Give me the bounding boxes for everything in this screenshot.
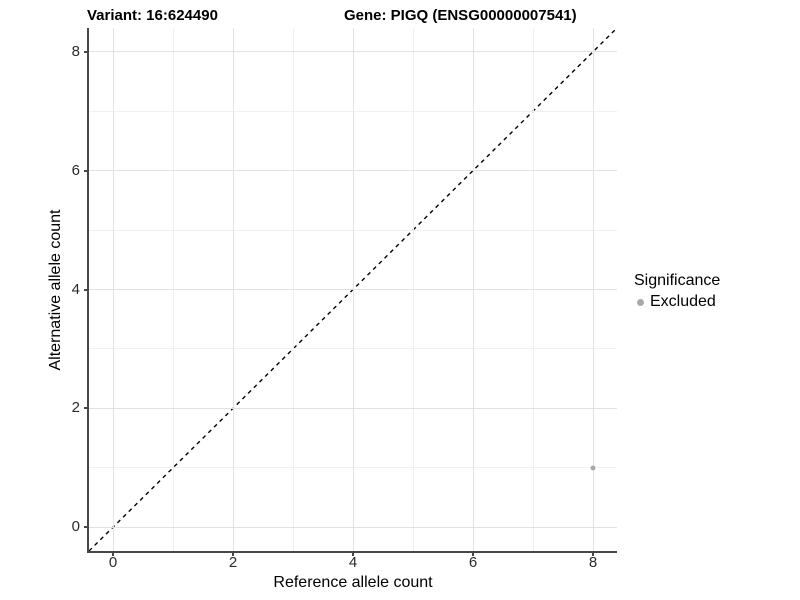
y-tick-mark — [84, 407, 87, 410]
y-major-gridline — [89, 289, 617, 290]
x-tick-mark — [112, 553, 114, 556]
x-tick-label: 2 — [228, 554, 238, 571]
x-axis-line — [87, 551, 617, 553]
x-tick-label: 0 — [108, 554, 118, 571]
x-tick-mark — [472, 553, 474, 556]
legend-key-dot — [637, 298, 644, 306]
legend-title: Significance — [634, 272, 721, 289]
y-tick-mark — [84, 288, 87, 291]
plot-title-variant: Variant: 16:624490 — [87, 7, 218, 24]
x-tick-mark — [232, 553, 234, 556]
y-tick-label: 2 — [71, 399, 80, 417]
legend-item: Excluded — [637, 293, 794, 311]
y-major-gridline — [89, 51, 617, 53]
x-tick-mark — [352, 553, 354, 556]
plot-title-gene: Gene: PIGQ (ENSG00000007541) — [344, 7, 577, 24]
y-tick-label: 4 — [71, 280, 80, 298]
data-point — [590, 465, 596, 471]
y-major-gridline — [89, 526, 617, 528]
y-axis-line — [87, 28, 89, 553]
y-tick-label: 6 — [71, 161, 80, 179]
y-major-gridline — [89, 170, 617, 172]
legend-item-label: Excluded — [650, 293, 716, 310]
plot-panel — [89, 28, 617, 551]
x-tick-label: 4 — [348, 554, 358, 571]
y-tick-label: 0 — [71, 518, 80, 536]
x-axis-title: Reference allele count — [273, 574, 433, 591]
x-tick-label: 6 — [468, 554, 478, 571]
y-tick-mark — [84, 526, 87, 529]
y-major-gridline — [89, 407, 617, 409]
legend: Significance Excluded — [634, 272, 794, 311]
y-tick-mark — [84, 169, 87, 172]
y-tick-mark — [84, 50, 87, 53]
y-tick-label: 8 — [71, 42, 80, 60]
x-tick-label: 8 — [588, 554, 598, 571]
x-tick-mark — [592, 553, 594, 556]
